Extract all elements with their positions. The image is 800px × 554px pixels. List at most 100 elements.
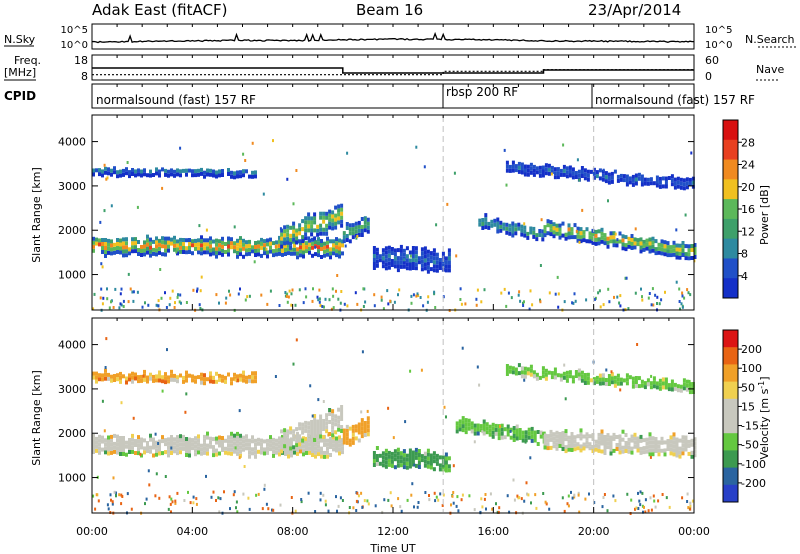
data-cell	[687, 256, 691, 261]
data-cell	[293, 251, 296, 256]
data-cell	[295, 240, 299, 245]
data-cell	[275, 442, 278, 447]
data-cell	[652, 380, 656, 385]
y-tick-label: 4000	[58, 136, 86, 149]
data-cell	[119, 375, 122, 380]
data-cell	[505, 160, 509, 165]
data-cell	[423, 459, 427, 464]
scatter-cell	[114, 287, 117, 291]
scatter-cell	[357, 494, 360, 498]
data-cell	[308, 446, 311, 451]
data-cell	[429, 465, 433, 470]
speckle-cell	[581, 208, 584, 212]
data-cell	[161, 167, 164, 172]
data-cell	[116, 246, 119, 250]
data-cell	[655, 381, 659, 386]
data-cell	[580, 166, 584, 170]
data-cell	[685, 181, 689, 186]
data-cell	[301, 430, 305, 435]
data-cell	[500, 435, 504, 440]
data-cell	[408, 266, 412, 271]
data-cell	[197, 434, 200, 439]
data-cell	[576, 238, 580, 243]
speckle-cell	[503, 148, 506, 152]
data-cell	[372, 258, 376, 262]
data-cell	[134, 169, 137, 174]
data-cell	[341, 446, 344, 451]
speckle-cell	[234, 446, 237, 450]
data-cell	[357, 224, 361, 229]
data-cell	[319, 227, 323, 232]
data-cell	[245, 438, 248, 443]
data-cell	[329, 437, 332, 441]
scatter-cell	[340, 290, 343, 293]
scatter-cell	[314, 510, 317, 513]
data-cell	[311, 237, 314, 242]
data-cell	[645, 437, 649, 442]
data-cell	[131, 437, 134, 442]
data-cell	[690, 248, 694, 252]
data-cell	[101, 169, 104, 174]
data-cell	[341, 251, 344, 256]
scatter-cell	[327, 509, 330, 513]
data-cell	[307, 433, 311, 438]
data-cell	[212, 437, 215, 442]
data-cell	[155, 378, 158, 383]
data-cell	[164, 372, 167, 377]
data-cell	[322, 215, 326, 220]
data-cell	[547, 171, 551, 176]
data-cell	[140, 437, 143, 442]
scatter-cell	[593, 297, 596, 301]
noise-panel: N.Sky 10^5 10^0 10^5 10^0 N.Search	[4, 23, 796, 51]
scatter-cell	[279, 503, 282, 507]
data-cell	[275, 446, 278, 451]
data-cell	[287, 446, 290, 451]
data-cell	[691, 176, 695, 181]
data-cell	[649, 181, 653, 186]
data-cell	[546, 219, 550, 224]
scatter-cell	[362, 305, 365, 308]
data-cell	[648, 436, 652, 441]
data-cell	[140, 378, 143, 383]
scatter-cell	[319, 304, 322, 307]
data-cell	[242, 378, 245, 383]
data-cell	[345, 428, 349, 433]
data-cell	[221, 440, 224, 444]
scatter-cell	[634, 291, 637, 295]
data-cell	[360, 217, 364, 221]
data-cell	[251, 435, 254, 440]
data-cell	[278, 243, 281, 248]
data-cell	[467, 422, 471, 427]
data-cell	[354, 221, 358, 226]
data-cell	[164, 244, 167, 249]
data-cell	[272, 453, 275, 458]
scatter-cell	[341, 499, 344, 502]
data-cell	[435, 453, 439, 458]
data-cell	[621, 449, 625, 454]
data-cell	[140, 445, 143, 450]
data-cell	[585, 436, 589, 441]
y-tick-label: 1000	[58, 472, 86, 485]
data-cell	[254, 379, 257, 384]
data-cell	[209, 172, 212, 177]
data-cell	[194, 448, 197, 453]
data-cell	[212, 453, 215, 458]
data-cell	[125, 241, 128, 246]
data-cell	[167, 453, 170, 458]
data-cell	[340, 219, 344, 224]
data-cell	[307, 421, 311, 426]
data-cell	[564, 449, 568, 454]
scatter-cell	[510, 296, 513, 300]
data-cell	[314, 240, 317, 245]
data-cell	[322, 419, 326, 423]
data-cell	[571, 167, 575, 172]
data-cell	[381, 252, 385, 257]
data-cell	[310, 220, 314, 225]
data-cell	[582, 230, 586, 235]
data-cell	[505, 164, 509, 169]
data-cell	[524, 434, 528, 439]
data-cell	[224, 450, 227, 455]
data-cell	[104, 376, 107, 381]
data-cell	[206, 435, 209, 440]
